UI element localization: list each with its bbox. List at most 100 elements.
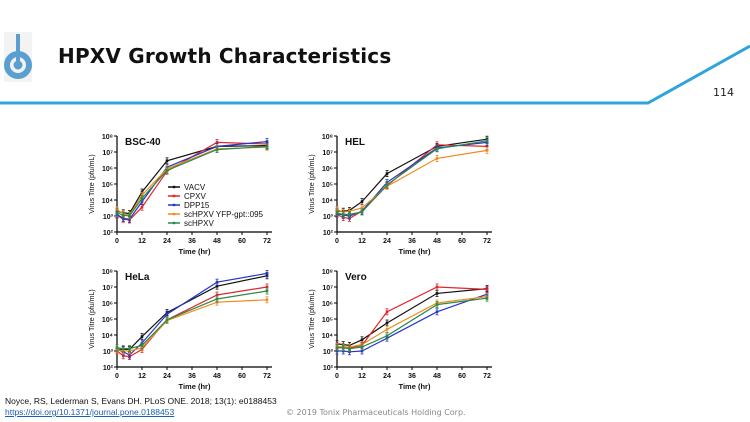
data-point — [140, 344, 144, 347]
series-vacv — [335, 285, 489, 349]
data-point — [265, 140, 269, 143]
data-point — [385, 172, 389, 175]
y-tick-label: 10² — [103, 365, 114, 372]
chart-svg-0: 10² 10³ 10⁴ 10⁵ 10⁶ 10⁷ 10⁸ 0 12 24 36 48 60 72 Time (… — [89, 134, 272, 256]
x-tick-label: 12 — [358, 373, 366, 380]
y-tick-label: 10² — [323, 230, 334, 237]
y-axis-label: Virus Titre (pfu/mL) — [89, 154, 96, 213]
data-point — [265, 272, 269, 275]
data-point — [485, 145, 489, 148]
y-tick-label: 10⁴ — [322, 333, 334, 340]
series-vacv — [115, 272, 269, 353]
data-point — [165, 159, 169, 163]
data-point — [140, 197, 144, 200]
chart-title: HEL — [345, 137, 365, 148]
data-point — [121, 347, 125, 350]
series-line — [336, 144, 488, 220]
x-axis-label: Time (hr) — [179, 247, 211, 256]
legend-label: DPP15 — [184, 201, 210, 210]
data-point — [121, 213, 125, 217]
doi-link[interactable]: https://doi.org/10.1371/journal.pone.018… — [5, 407, 175, 417]
data-point — [140, 205, 144, 209]
x-tick-label: 12 — [138, 238, 146, 245]
data-point — [128, 214, 131, 218]
citation-text: Noyce, RS, Lederman S, Evans DH. PLoS ON… — [5, 396, 277, 406]
data-point — [435, 157, 439, 160]
series-dpp15 — [335, 138, 489, 220]
chart-svg-1: 10² 10³ 10⁴ 10⁵ 10⁶ 10⁷ 10⁸ 0 12 24 36 48 60 72 Time (… — [309, 134, 492, 256]
series-line — [337, 138, 488, 212]
data-point — [360, 210, 364, 214]
legend-marker — [172, 203, 176, 207]
legend-label: VACV — [184, 183, 206, 192]
x-tick-label: 36 — [408, 373, 416, 380]
data-point — [335, 346, 339, 350]
data-point — [215, 141, 219, 144]
y-tick-label: 10³ — [103, 349, 114, 356]
x-tick-label: 48 — [213, 373, 221, 380]
chart-vero: 10² 10³ 10⁴ 10⁵ 10⁶ 10⁷ 10⁸ 0 12 24 36 48 60 72 Time (… — [302, 263, 512, 397]
y-tick-label: 10⁶ — [322, 166, 333, 173]
series-line — [337, 293, 488, 353]
y-tick-label: 10⁷ — [102, 285, 113, 292]
data-point — [435, 285, 439, 289]
data-point — [165, 312, 169, 316]
x-tick-label: 72 — [483, 238, 491, 245]
header-accent-line — [0, 44, 750, 105]
data-point — [435, 310, 439, 314]
data-point — [265, 285, 269, 289]
data-point — [385, 328, 389, 331]
y-tick-label: 10⁷ — [102, 150, 113, 157]
series-schpxv — [335, 137, 489, 218]
data-point — [215, 284, 219, 288]
x-tick-label: 24 — [383, 238, 391, 245]
x-tick-label: 60 — [458, 238, 466, 245]
data-point — [115, 346, 119, 350]
x-axis-label: Time (hr) — [399, 382, 431, 391]
data-point — [360, 345, 364, 349]
x-tick-label: 12 — [358, 238, 366, 245]
chart-svg-3: 10² 10³ 10⁴ 10⁵ 10⁶ 10⁷ 10⁸ 0 12 24 36 48 60 72 Time (… — [309, 269, 492, 391]
data-point — [121, 354, 125, 358]
x-tick-label: 60 — [238, 373, 246, 380]
legend-label: scHPXV YFP-gpt::095 — [184, 210, 264, 219]
x-axis-label: Time (hr) — [179, 382, 211, 391]
data-point — [435, 147, 439, 151]
y-tick-label: 10⁴ — [322, 198, 334, 205]
y-tick-label: 10⁵ — [102, 182, 113, 189]
x-tick-label: 0 — [335, 373, 339, 380]
data-point — [341, 346, 345, 350]
data-point — [485, 149, 489, 152]
series-schpxv-yfp-gpt-095 — [115, 296, 269, 355]
legend-marker — [172, 194, 176, 198]
series-schpxv — [335, 294, 489, 352]
data-point — [435, 292, 439, 295]
data-point — [265, 145, 269, 148]
data-point — [348, 213, 351, 216]
x-axis-label: Time (hr) — [399, 247, 431, 256]
y-tick-label: 10⁴ — [102, 333, 114, 340]
data-point — [360, 349, 364, 353]
series-line — [336, 288, 488, 347]
x-tick-label: 48 — [433, 373, 441, 380]
y-axis-label: Virus Titre (pfu/mL) — [309, 289, 316, 348]
series-line — [336, 286, 488, 349]
data-point — [215, 280, 219, 284]
y-tick-label: 10⁵ — [322, 317, 333, 324]
x-tick-label: 12 — [138, 373, 146, 380]
y-tick-label: 10⁷ — [322, 285, 333, 292]
x-tick-label: 36 — [188, 373, 196, 380]
y-tick-label: 10⁸ — [322, 134, 333, 141]
series-line — [336, 296, 488, 348]
y-tick-label: 10³ — [323, 349, 334, 356]
company-logo — [4, 32, 32, 82]
power-logo-icon — [4, 34, 32, 79]
legend-marker — [172, 221, 176, 225]
x-tick-label: 24 — [163, 373, 171, 380]
data-point — [360, 338, 364, 342]
data-point — [115, 211, 119, 215]
y-tick-label: 10⁸ — [102, 269, 113, 276]
chart-bsc40: 10² 10³ 10⁴ 10⁵ 10⁶ 10⁷ 10⁸ 0 12 24 36 48 60 72 Time (… — [82, 128, 292, 262]
legend-marker — [172, 212, 176, 216]
